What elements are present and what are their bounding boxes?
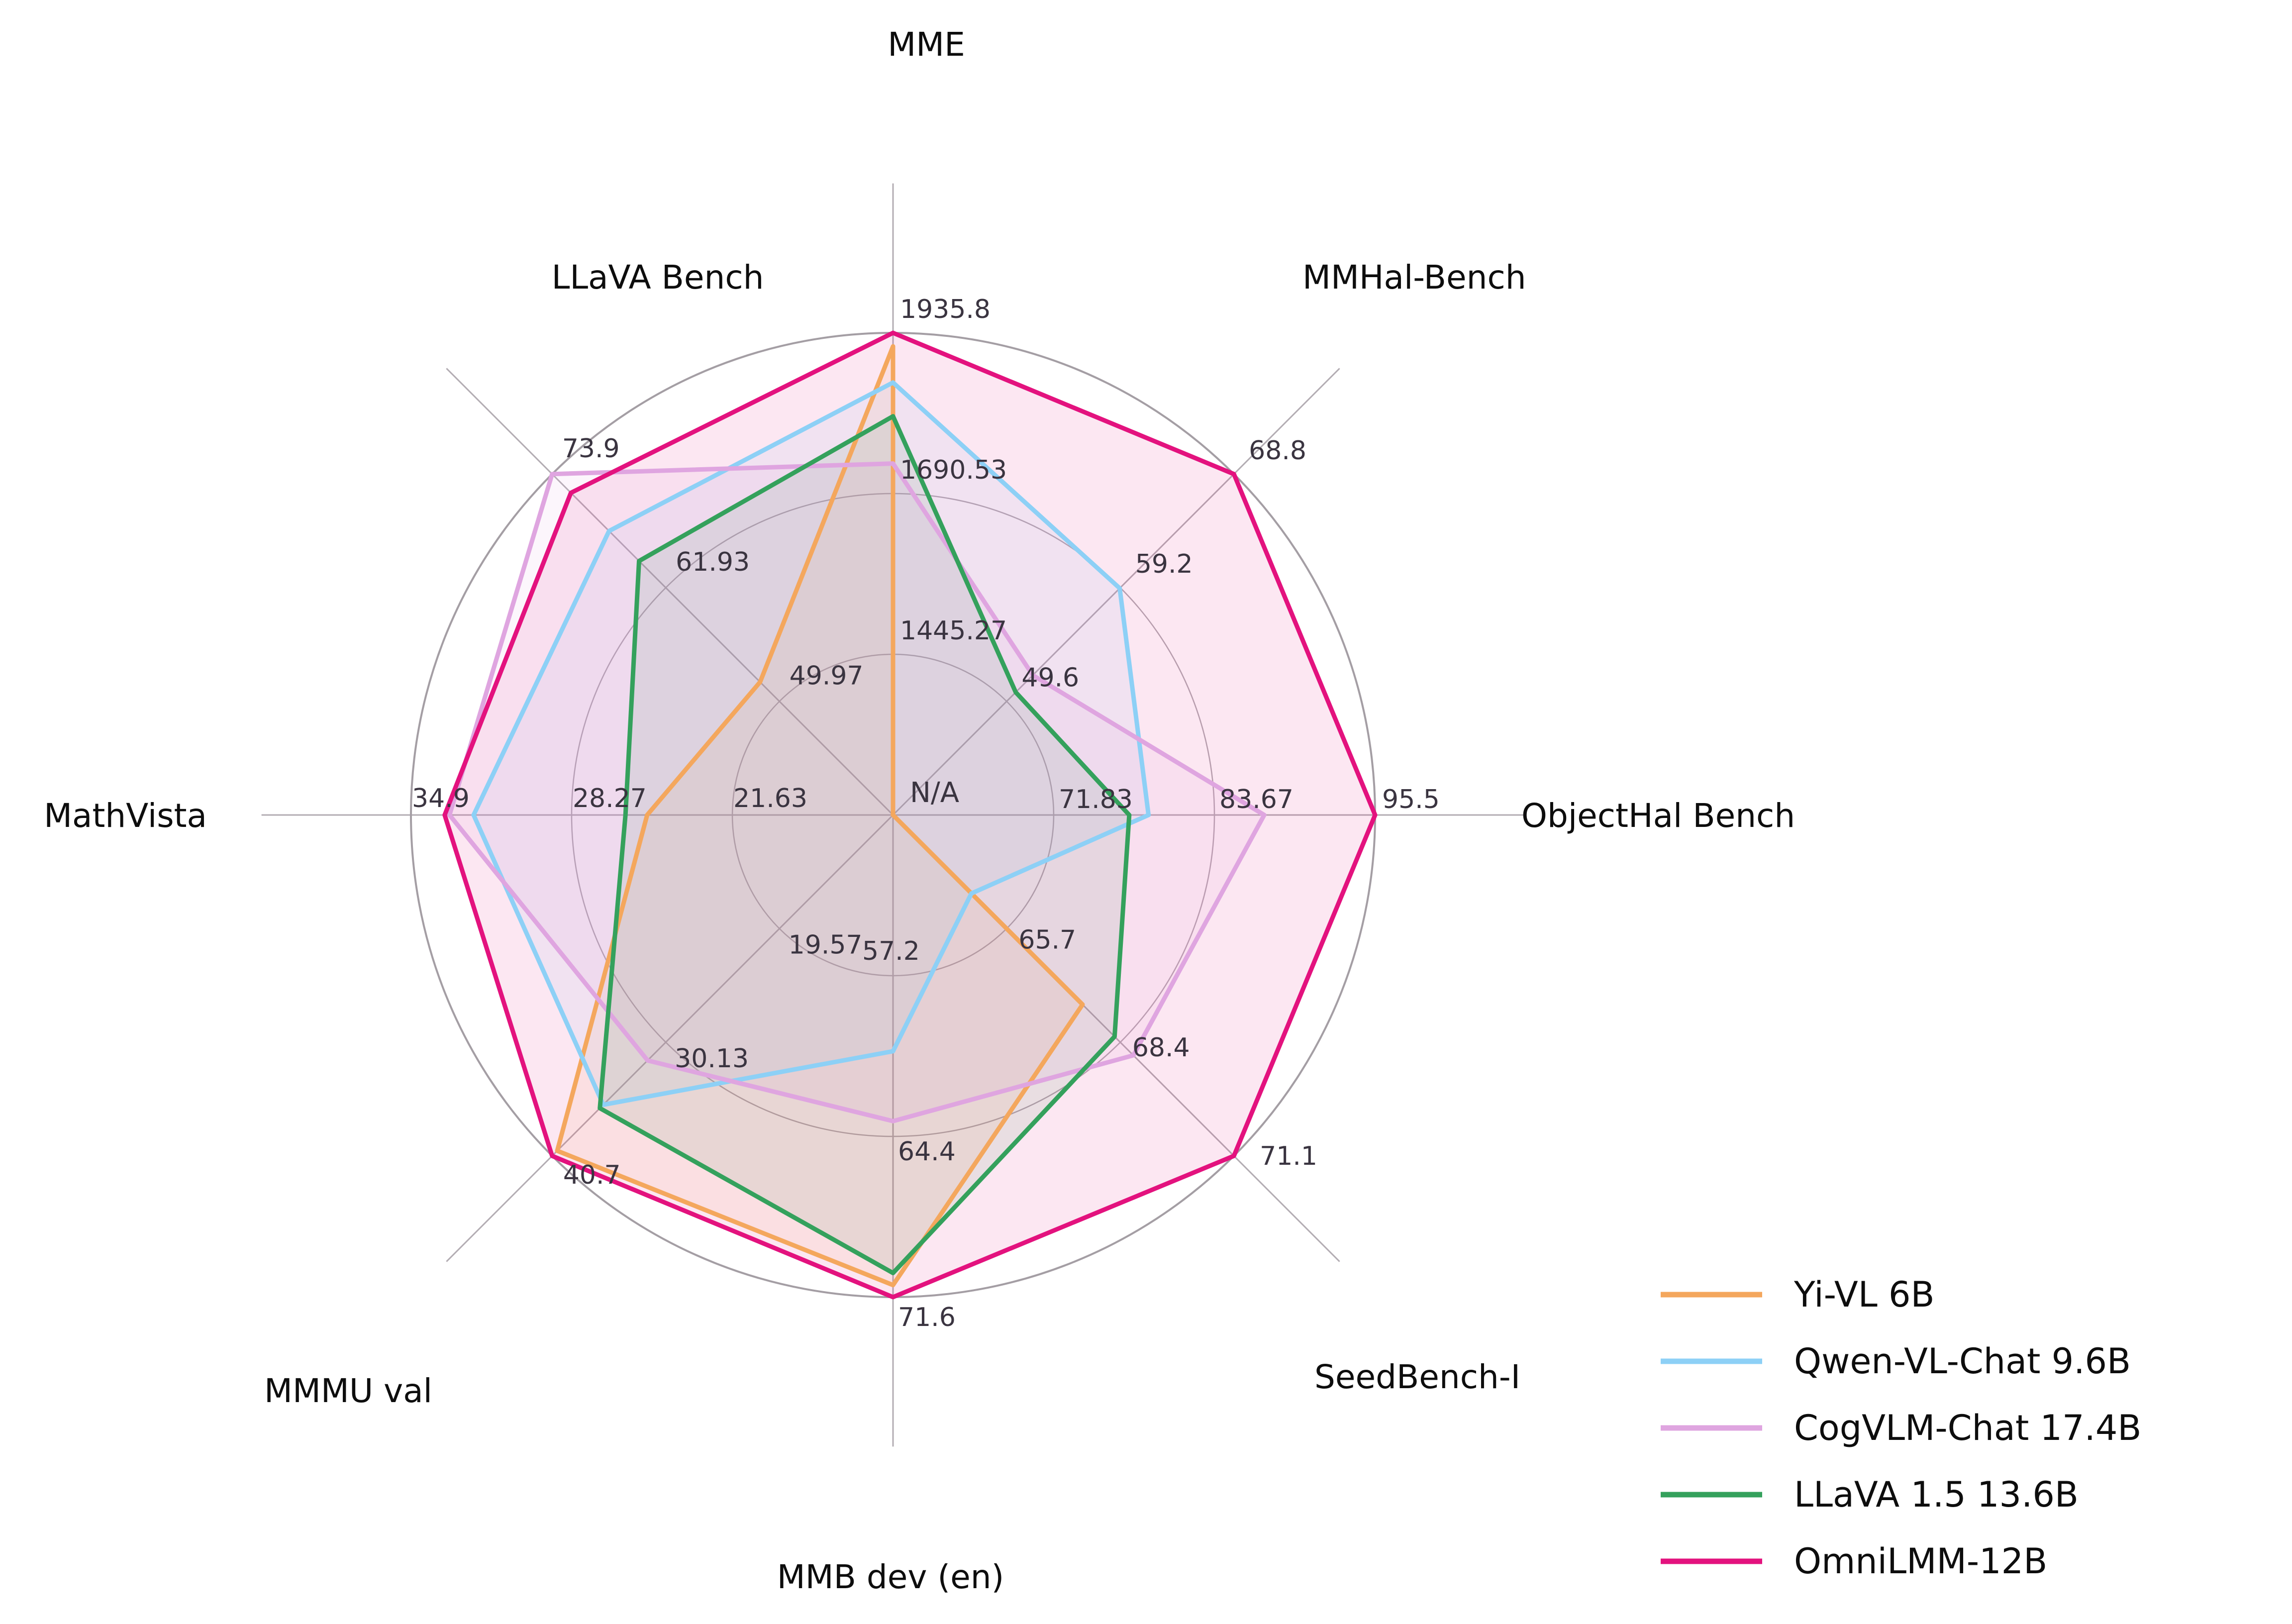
axis-title-objecthal-bench: ObjectHal Bench — [1521, 797, 1795, 835]
series-line-yi-vl-6b — [555, 344, 1085, 1288]
legend: Yi-VL 6B Qwen-VL-Chat 9.6B CogVLM-Chat 17.… — [1661, 1274, 2141, 1582]
series-line-omnilmm-12b — [442, 330, 1378, 1300]
legend-label: Qwen-VL-Chat 9.6B — [1794, 1341, 2131, 1382]
axis-title-mme: MME — [888, 25, 965, 64]
tick-label-seedbench-i-2: 68.4 — [1132, 1033, 1190, 1063]
legend-item-yi-vl-6b: Yi-VL 6B — [1661, 1274, 1935, 1315]
tick-label-seedbench-i-1: 65.7 — [1018, 925, 1076, 955]
tick-label-mmb-dev-en--3: 71.6 — [898, 1303, 956, 1332]
axis-spoke-mmhal-bench — [892, 368, 1340, 816]
tick-label-mme-3: 1935.8 — [900, 295, 991, 324]
tick-label-mmhal-bench-3: 68.8 — [1249, 436, 1306, 466]
tick-label-mmmu-val-3: 40.7 — [563, 1160, 621, 1190]
tick-label-seedbench-i-3: 71.1 — [1260, 1141, 1317, 1171]
legend-item-qwen-vl-chat-9-6b: Qwen-VL-Chat 9.6B — [1661, 1341, 2131, 1382]
tick-label-mmb-dev-en--2: 64.4 — [898, 1137, 956, 1167]
axis-spoke-mmmu-val — [446, 814, 894, 1262]
tick-label-llava-bench-3: 73.9 — [562, 434, 620, 464]
series-fill-cogvlm-chat-17-4b — [449, 463, 1265, 1121]
tick-label-mmmu-val-2: 30.13 — [675, 1044, 749, 1074]
legend-label: OmniLMM-12B — [1794, 1541, 2047, 1582]
series-fill-llava-1-5-13-6b — [599, 416, 1129, 1273]
tick-label-llava-bench-2: 61.93 — [676, 547, 750, 577]
series-fill-qwen-vl-chat-9-6b — [473, 382, 1149, 1105]
series-fill-yi-vl-6b — [557, 346, 1083, 1285]
tick-label-objecthal-bench-2: 83.67 — [1219, 785, 1294, 814]
axis-title-mmmu-val: MMMU val — [264, 1372, 432, 1410]
series-line-qwen-vl-chat-9-6b — [471, 380, 1151, 1107]
tick-label-mathvista-2: 28.27 — [573, 784, 647, 813]
tick-label-objecthal-bench-3: 95.5 — [1382, 785, 1440, 814]
legend-item-cogvlm-chat-17-4b: CogVLM-Chat 17.4B — [1661, 1408, 2141, 1448]
tick-label-mathvista-3: 34.9 — [412, 784, 470, 813]
tick-label-mmb-dev-en--1: 57.2 — [862, 936, 920, 966]
tick-label-objecthal-bench-1: 71.83 — [1059, 785, 1133, 814]
tick-label-mme-2: 1690.53 — [900, 455, 1007, 485]
tick-label-mme-1: 1445.27 — [900, 616, 1007, 646]
axis-title-mmb-dev-en-: MMB dev (en) — [777, 1558, 1004, 1596]
legend-label: CogVLM-Chat 17.4B — [1794, 1408, 2141, 1448]
axis-title-mathvista: MathVista — [44, 797, 207, 835]
axis-title-mmhal-bench: MMHal-Bench — [1302, 258, 1526, 297]
center-na-label: N/A — [910, 777, 959, 809]
axis-spoke-llava-bench — [446, 368, 894, 816]
axis-title-llava-bench: LLaVA Bench — [552, 258, 764, 297]
legend-label: LLaVA 1.5 13.6B — [1794, 1474, 2079, 1515]
axis-title-seedbench-i: SeedBench-I — [1314, 1358, 1520, 1396]
tick-label-mathvista-1: 21.63 — [733, 784, 807, 813]
tick-label-mmhal-bench-2: 59.2 — [1135, 549, 1193, 579]
legend-item-omnilmm-12b: OmniLMM-12B — [1661, 1541, 2047, 1582]
tick-label-llava-bench-1: 49.97 — [790, 661, 864, 691]
legend-item-llava-1-5-13-6b: LLaVA 1.5 13.6B — [1661, 1474, 2079, 1515]
legend-label: Yi-VL 6B — [1794, 1274, 1935, 1315]
series-line-cogvlm-chat-17-4b — [447, 461, 1267, 1123]
tick-label-mmhal-bench-1: 49.6 — [1021, 663, 1079, 693]
series-line-llava-1-5-13-6b — [598, 414, 1132, 1276]
tick-label-mmmu-val-1: 19.57 — [789, 930, 863, 960]
series-fill-omnilmm-12b — [444, 333, 1375, 1297]
